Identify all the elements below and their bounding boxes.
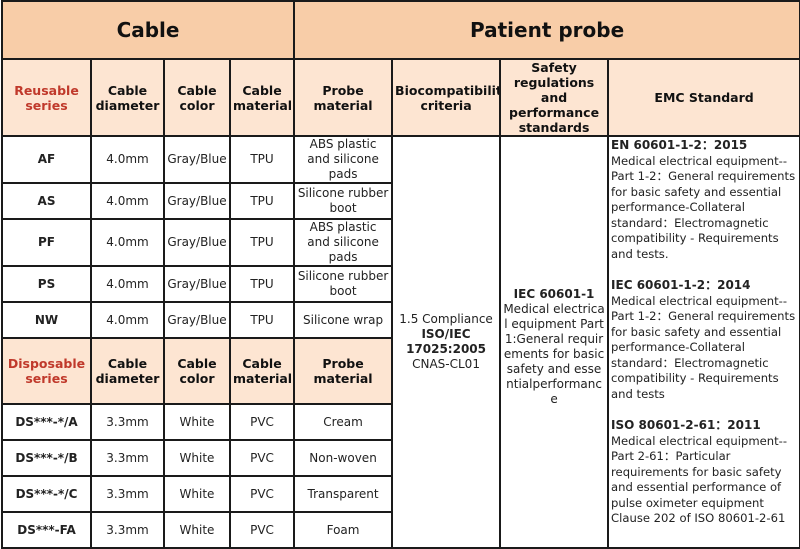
table-row: DS***-*/C 3.3mm White PVC Transparent — [1, 475, 800, 513]
series-cell: AF — [1, 135, 92, 184]
probe-material-header: Probe material — [293, 58, 394, 137]
probe-cell: Cream — [293, 403, 394, 441]
material-cell: PVC — [228, 403, 296, 441]
series-cell: PS — [1, 265, 92, 303]
color-cell: Gray/Blue — [163, 182, 231, 220]
emc-title: EN 60601-1-2：2015 — [611, 138, 748, 152]
cable-color-header: Cable color — [163, 337, 231, 405]
probe-cell: Transparent — [293, 475, 394, 513]
diameter-cell: 3.3mm — [90, 403, 165, 441]
table-row: DS***-*/B 3.3mm White PVC Non-woven — [1, 439, 800, 477]
emc-text: Medical electrical equipment-- Part 1-2：… — [611, 153, 796, 261]
probe-cell: Non-woven — [293, 439, 394, 477]
table-row: AS 4.0mm Gray/Blue TPU Silicone rubber b… — [1, 182, 800, 220]
table-row: PF 4.0mm Gray/Blue TPU ABS plastic and s… — [1, 218, 800, 267]
cable-color-header: Cable color — [163, 58, 231, 137]
color-cell: Gray/Blue — [163, 301, 231, 339]
bio-line1: 1.5 Compliance — [399, 312, 493, 326]
emc-title: IEC 60601-1-2：2014 — [611, 278, 751, 292]
probe-material-header: Probe material — [293, 337, 394, 405]
safety-title: IEC 60601-1 — [513, 287, 595, 301]
probe-cell: Silicone rubber boot — [293, 265, 394, 303]
cable-header: Cable — [0, 0, 296, 60]
cable-material-header: Cable material — [228, 58, 296, 137]
series-cell: AS — [1, 182, 92, 220]
table-row: NW 4.0mm Gray/Blue TPU Silicone wrap — [1, 301, 800, 339]
emc-text: Medical electrical equipment-- Part 1-2：… — [611, 293, 796, 401]
emc-cell: EN 60601-1-2：2015 Medical electrical equ… — [607, 135, 800, 549]
emc-header: EMC Standard — [607, 58, 800, 137]
series-cell: DS***-*/A — [1, 403, 92, 441]
emc-clause: Clause 202 of ISO 80601-2-61 — [611, 511, 786, 525]
material-cell: PVC — [228, 475, 296, 513]
color-cell: White — [163, 511, 231, 549]
series-cell: DS***-FA — [1, 511, 92, 549]
probe-cell: Silicone wrap — [293, 301, 394, 339]
color-cell: White — [163, 475, 231, 513]
color-cell: White — [163, 439, 231, 477]
table-row: DS***-*/A 3.3mm White PVC Cream — [1, 403, 800, 441]
color-cell: White — [163, 403, 231, 441]
table-row: AF 4.0mm Gray/Blue TPU ABS plastic and s… — [1, 135, 800, 549]
color-cell: Gray/Blue — [163, 135, 231, 184]
cable-diameter-header: Cable diameter — [90, 58, 165, 137]
diameter-cell: 4.0mm — [90, 135, 165, 184]
diameter-cell: 4.0mm — [90, 301, 165, 339]
series-cell: PF — [1, 218, 92, 267]
probe-cell: Foam — [293, 511, 394, 549]
probe-cell: ABS plastic and silicone pads — [293, 218, 394, 267]
bio-line3: CNAS-CL01 — [412, 357, 480, 371]
reusable-series-header: Reusable series — [1, 58, 92, 137]
material-cell: TPU — [228, 182, 296, 220]
series-cell: DS***-*/C — [1, 475, 92, 513]
diameter-cell: 4.0mm — [90, 182, 165, 220]
diameter-cell: 3.3mm — [90, 475, 165, 513]
material-cell: PVC — [228, 511, 296, 549]
safety-text: Medical electrical equipment Part 1:Gene… — [503, 302, 605, 406]
diameter-cell: 3.3mm — [90, 511, 165, 549]
safety-cell: IEC 60601-1 Medical electrical equipment… — [499, 135, 610, 549]
cable-diameter-header: Cable diameter — [90, 337, 165, 405]
diameter-cell: 4.0mm — [90, 218, 165, 267]
diameter-cell: 3.3mm — [90, 439, 165, 477]
emc-title: ISO 80601-2-61：2011 — [611, 418, 761, 432]
series-cell: DS***-*/B — [1, 439, 92, 477]
safety-header: Safety regulations and performance stand… — [499, 58, 610, 137]
material-cell: TPU — [228, 218, 296, 267]
emc-text: Medical electrical equipment-- Part 2-61… — [611, 433, 788, 510]
patient-probe-header: Patient probe — [293, 0, 800, 60]
material-cell: TPU — [228, 301, 296, 339]
bio-line2: ISO/IEC 17025:2005 — [406, 327, 487, 356]
color-cell: Gray/Blue — [163, 265, 231, 303]
disposable-series-header: Disposable series — [1, 337, 92, 405]
cable-material-header: Cable material — [228, 337, 296, 405]
biocompatibility-cell: 1.5 Compliance ISO/IEC 17025:2005 CNAS-C… — [391, 135, 502, 549]
probe-cell: Silicone rubber boot — [293, 182, 394, 220]
probe-cell: ABS plastic and silicone pads — [293, 135, 394, 184]
series-cell: NW — [1, 301, 92, 339]
table-row: PS 4.0mm Gray/Blue TPU Silicone rubber b… — [1, 265, 800, 303]
biocompatibility-header: Biocompatibility criteria — [391, 58, 502, 137]
material-cell: PVC — [228, 439, 296, 477]
diameter-cell: 4.0mm — [90, 265, 165, 303]
material-cell: TPU — [228, 265, 296, 303]
material-cell: TPU — [228, 135, 296, 184]
color-cell: Gray/Blue — [163, 218, 231, 267]
